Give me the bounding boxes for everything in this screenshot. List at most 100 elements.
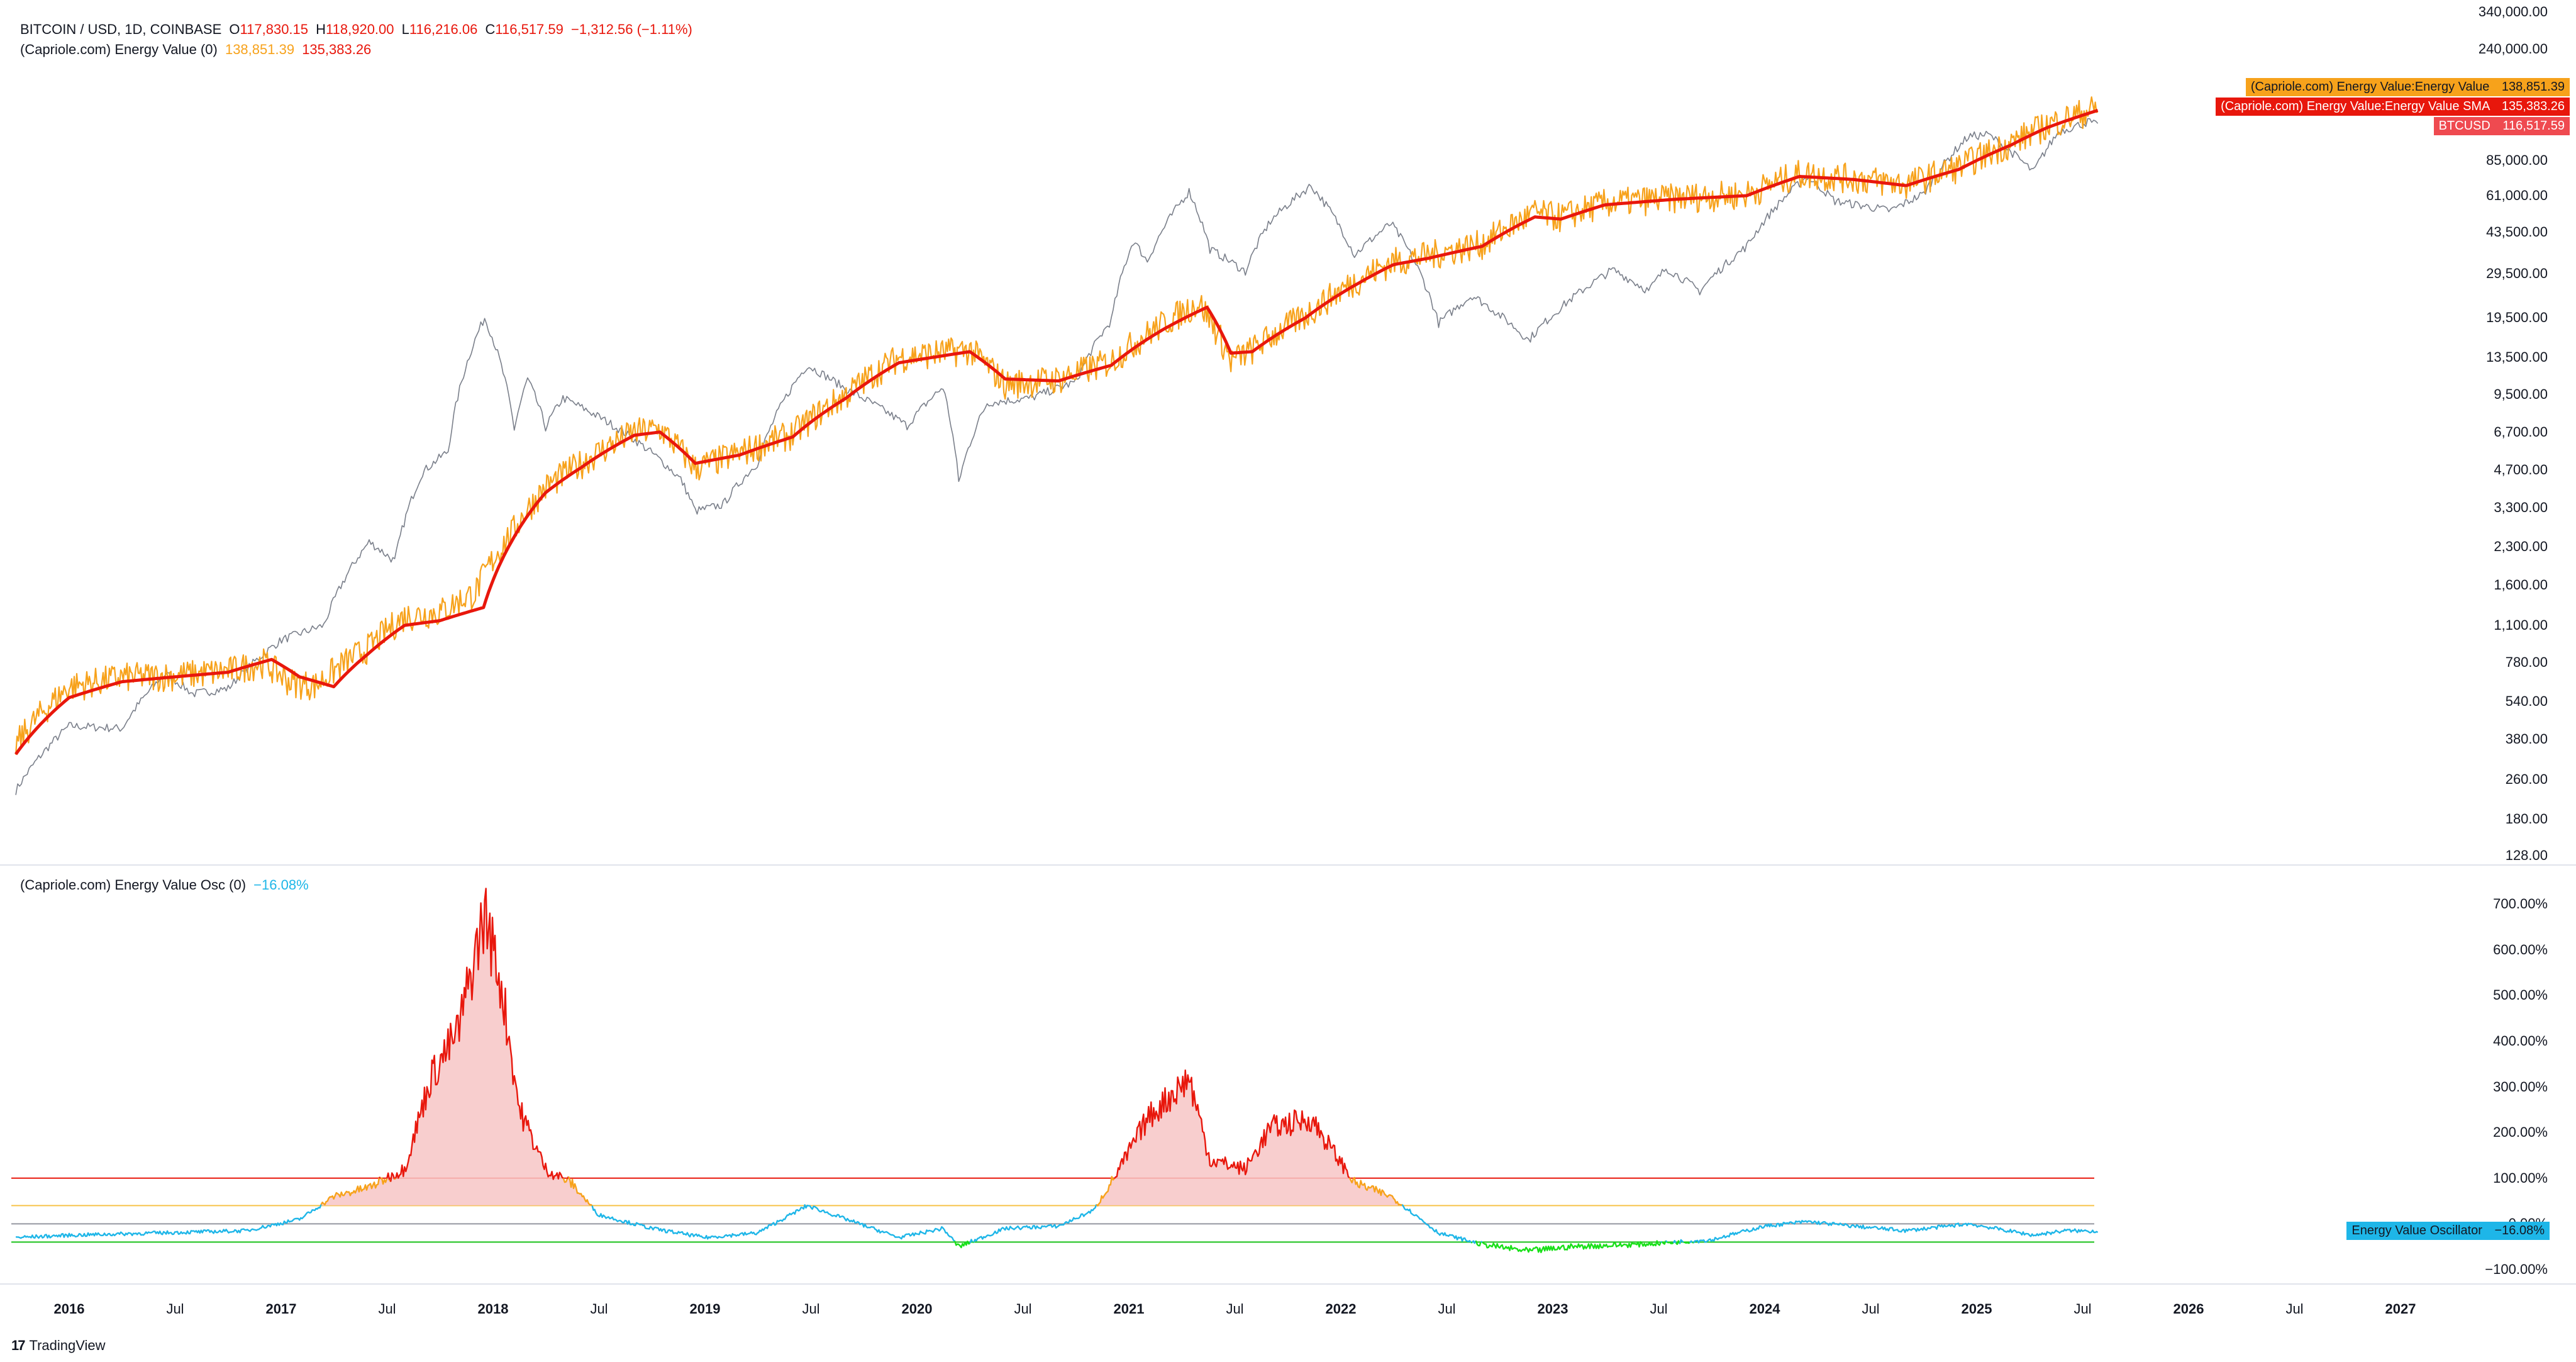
price-axis-label: 1,600.00 — [2494, 577, 2548, 593]
price-axis-label: 13,500.00 — [2486, 349, 2548, 365]
price-axis-label: 240,000.00 — [2478, 41, 2548, 57]
osc-segment — [1482, 1240, 1662, 1253]
osc-axis-label: 500.00% — [2493, 987, 2548, 1003]
osc-segment — [1096, 1176, 1115, 1207]
osc-segment — [1113, 1069, 1350, 1180]
tradingview-logo[interactable]: 17 TradingView — [11, 1337, 106, 1353]
indicator-name: (Capriole.com) Energy Value (0) — [20, 42, 218, 57]
time-axis-label: 2027 — [2385, 1301, 2416, 1317]
energy-sma-line — [14, 109, 2099, 756]
time-axis-label: 2020 — [901, 1301, 933, 1317]
osc-segment — [390, 1172, 396, 1182]
time-axis-label: Jul — [1650, 1301, 1668, 1317]
osc-segment — [1661, 1240, 1667, 1245]
symbol-name: BITCOIN / USD, 1D, COINBASE — [20, 21, 222, 37]
price-axis-label: 1,100.00 — [2494, 617, 2548, 634]
btcusd-tag: BTCUSD 116,517.59 — [2433, 117, 2570, 135]
price-axis-label: 43,500.00 — [2486, 223, 2548, 240]
osc-axis-label: 700.00% — [2493, 896, 2548, 912]
osc-overheat-fill — [321, 888, 1404, 1206]
osc-segment — [1675, 1240, 1681, 1245]
osc-segment — [954, 1240, 971, 1249]
time-axis-label: Jul — [1862, 1301, 1880, 1317]
price-axis-label: 4,700.00 — [2494, 462, 2548, 478]
energy-value-series — [15, 96, 2098, 755]
osc-axis-label: 200.00% — [2493, 1124, 2548, 1141]
osc-segment — [379, 1176, 382, 1180]
time-axis-label: Jul — [1226, 1301, 1244, 1317]
time-axis-label: 2017 — [265, 1301, 297, 1317]
oscillator-levels — [11, 1177, 2094, 1243]
osc-segment — [395, 888, 564, 1180]
energy-value-tag: (Capriole.com) Energy Value:Energy Value… — [2245, 78, 2570, 96]
osc-segment — [380, 1177, 388, 1185]
osc-segment — [969, 1239, 974, 1244]
oscillator-series — [15, 888, 2099, 1253]
time-axis-label: 2024 — [1749, 1301, 1780, 1317]
time-axis-label: Jul — [2285, 1301, 2304, 1317]
price-axis-label: 780.00 — [2505, 654, 2548, 670]
osc-segment — [1665, 1240, 1668, 1243]
price-axis-label: 340,000.00 — [2478, 3, 2548, 20]
time-axis-label: Jul — [802, 1301, 820, 1317]
osc-indicator-name: (Capriole.com) Energy Value Osc (0) — [20, 877, 247, 893]
osc-segment — [15, 1204, 322, 1239]
osc-segment — [320, 1176, 380, 1205]
time-axis-label: Jul — [590, 1301, 608, 1317]
ohlc-close: C116,517.59 — [485, 21, 564, 37]
time-axis-label: 2025 — [1961, 1301, 1992, 1317]
price-axis-label: 180.00 — [2505, 811, 2548, 827]
osc-segment — [562, 1178, 569, 1183]
osc-axis-label: 400.00% — [2493, 1032, 2548, 1049]
osc-segment — [1679, 1239, 1684, 1244]
btc-price-line — [15, 118, 2099, 795]
energy-value-line — [15, 96, 2098, 755]
price-axis-label: 3,300.00 — [2494, 500, 2548, 516]
ohlc-high: H118,920.00 — [316, 21, 394, 37]
time-axis-label: 2016 — [53, 1301, 85, 1317]
osc-segment — [567, 1176, 593, 1207]
btc-series — [15, 118, 2099, 795]
price-change: −1,312.56 (−1.11%) — [571, 21, 692, 37]
time-axis-label: Jul — [378, 1301, 396, 1317]
oscillator-fill — [321, 888, 1404, 1206]
time-axis-label: 2023 — [1537, 1301, 1568, 1317]
osc-segment — [1401, 1204, 1472, 1244]
price-axis-label: 540.00 — [2505, 693, 2548, 710]
price-axis-label: 260.00 — [2505, 771, 2548, 788]
osc-segment — [1692, 1241, 1694, 1244]
osc-segment — [1689, 1240, 1693, 1244]
ohlc-open: O117,830.15 — [229, 21, 309, 37]
pane-separator[interactable] — [0, 864, 2576, 866]
osc-segment — [1672, 1240, 1677, 1244]
osc-segment — [394, 1178, 396, 1180]
time-axis-label: 2019 — [689, 1301, 721, 1317]
price-axis-label: 19,500.00 — [2486, 310, 2548, 325]
osc-axis-label: −100.00% — [2485, 1261, 2548, 1277]
oscillator-legend: (Capriole.com) Energy Value Osc (0) −16.… — [20, 877, 313, 893]
energy-sma-value: 135,383.26 — [302, 42, 372, 57]
time-axis-label: Jul — [1014, 1301, 1032, 1317]
energy-value-legend: (Capriole.com) Energy Value (0) 138,851.… — [20, 42, 375, 58]
osc-axis-label: 100.00% — [2493, 1169, 2548, 1186]
price-axis-label: 61,000.00 — [2486, 187, 2548, 203]
price-axis-label: 85,000.00 — [2486, 152, 2548, 168]
time-axis-label: 2022 — [1325, 1301, 1357, 1317]
osc-segment — [1683, 1241, 1690, 1244]
price-axis-label: 380.00 — [2505, 730, 2548, 747]
time-axis-separator — [0, 1283, 2576, 1285]
osc-segment — [1348, 1176, 1403, 1206]
energy-value-value: 138,851.39 — [225, 42, 295, 57]
time-axis-label: Jul — [1438, 1301, 1456, 1317]
symbol-legend: BITCOIN / USD, 1D, COINBASE O117,830.15 … — [20, 21, 696, 38]
price-axis-label: 9,500.00 — [2494, 386, 2548, 403]
osc-value: −16.08% — [253, 877, 309, 893]
time-axis-label: Jul — [2074, 1301, 2092, 1317]
price-axis-label: 6,700.00 — [2494, 423, 2548, 440]
osc-axis-label: 600.00% — [2493, 941, 2548, 957]
price-axis-label: 128.00 — [2505, 847, 2548, 863]
osc-segment — [1470, 1241, 1473, 1244]
time-axis-label: 2018 — [477, 1301, 509, 1317]
osc-segment — [973, 1203, 1097, 1243]
